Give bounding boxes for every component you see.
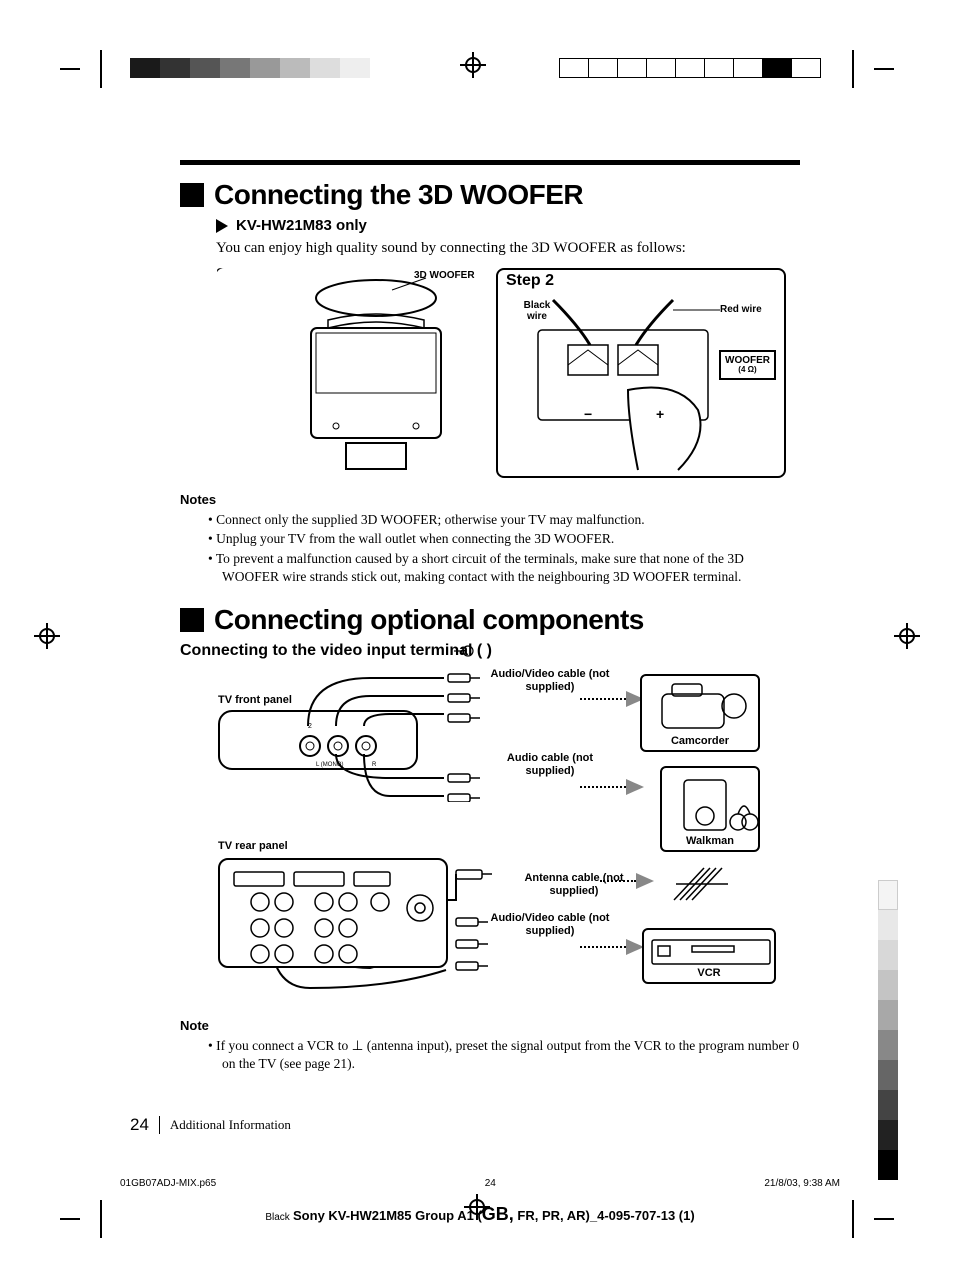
camcorder-label: Camcorder: [642, 735, 758, 747]
note-item: If you connect a VCR to ⊥ (antenna input…: [194, 1037, 800, 1073]
page-footer: 24 Additional Information: [130, 1115, 810, 1135]
heading-text: Connecting optional components: [214, 604, 644, 636]
steps-row: Step 1 3D WOOFER Step 2: [216, 268, 800, 478]
input-terminal-icon: [454, 644, 474, 658]
subheading-video-input: Connecting to the video input terminal (…: [180, 642, 800, 660]
heading-text: Connecting the 3D WOOFER: [214, 179, 583, 211]
note-item: Connect only the supplied 3D WOOFER; oth…: [194, 511, 800, 529]
intro-text: You can enjoy high quality sound by conn…: [216, 238, 800, 258]
meta-row: 01GB07ADJ-MIX.p65 24 21/8/03, 9:38 AM: [120, 1178, 840, 1189]
walkman-label: Walkman: [662, 835, 758, 847]
step-2-red-wire: Red wire: [720, 304, 762, 315]
antenna-cable-label: Antenna cable (not supplied): [514, 872, 634, 897]
note-item: Unplug your TV from the wall outlet when…: [194, 530, 800, 548]
meta-file: 01GB07ADJ-MIX.p65: [120, 1178, 216, 1189]
meta-page: 24: [485, 1178, 496, 1189]
crop-marks-bottom: [0, 1200, 954, 1240]
gray-swatches-top: [130, 58, 370, 78]
antenna-icon: [670, 864, 740, 904]
page-content: Connecting the 3D WOOFER KV-HW21M83 only…: [180, 160, 800, 1092]
notes-list: Connect only the supplied 3D WOOFER; oth…: [180, 511, 800, 586]
step-1-diagram: 3D WOOFER: [216, 268, 486, 478]
note2-heading: Note: [180, 1018, 800, 1033]
camcorder-box: Camcorder: [640, 674, 760, 752]
step-2-label: Step 2: [504, 272, 556, 290]
heading-3d-woofer: Connecting the 3D WOOFER: [180, 179, 800, 211]
registration-mark-top: [462, 54, 484, 76]
tv-rear-label: TV rear panel: [218, 840, 288, 853]
connection-diagram: TV front panel 2 L (MONO) R Audio/Video …: [180, 668, 790, 1008]
step-1-callout: 3D WOOFER: [414, 270, 475, 281]
heading-optional-components: Connecting optional components: [180, 604, 800, 636]
step-2-minus: −: [584, 406, 592, 422]
gray-swatches-right: [878, 880, 898, 1180]
registration-mark-left: [36, 625, 58, 647]
registration-mark-right: [896, 625, 918, 647]
note2-list: If you connect a VCR to ⊥ (antenna input…: [180, 1037, 800, 1073]
step-2-black-wire: Black wire: [514, 300, 560, 322]
model-text: KV-HW21M83 only: [236, 217, 367, 234]
crop-marks-top: [0, 50, 954, 90]
square-bullet-icon: [180, 608, 204, 632]
step-2-plus: +: [656, 406, 664, 422]
triangle-right-icon: [216, 219, 228, 233]
footer-separator: [159, 1116, 160, 1134]
top-rule: [180, 160, 800, 165]
vcr-box: VCR: [642, 928, 776, 984]
av-cable2-label: Audio/Video cable (not supplied): [490, 912, 610, 937]
tv-rear-box: [218, 858, 448, 968]
vcr-label: VCR: [644, 967, 774, 979]
woofer-tag-sub: (4 Ω): [725, 366, 770, 375]
notes-heading: Notes: [180, 492, 800, 507]
av-cable-label: Audio/Video cable (not supplied): [490, 668, 610, 693]
meta-date: 21/8/03, 9:38 AM: [764, 1178, 840, 1189]
step-2-box: Step 2 Black wire Red wire WOOFER: [496, 268, 786, 478]
page-number: 24: [130, 1115, 149, 1135]
walkman-box: Walkman: [660, 766, 760, 852]
plugs-rear-icon: [454, 868, 494, 978]
model-subheading: KV-HW21M83 only: [216, 217, 800, 234]
footer-section: Additional Information: [170, 1117, 291, 1133]
audio-cable-label: Audio cable (not supplied): [490, 752, 610, 777]
note-item: To prevent a malfunction caused by a sho…: [194, 550, 800, 586]
white-swatches-top: [560, 58, 821, 78]
step-1-box: Step 1 3D WOOFER: [216, 268, 486, 478]
subheading-text: Connecting to the video input terminal (…: [180, 642, 492, 660]
step-2-woofer-tag: WOOFER (4 Ω): [719, 350, 776, 380]
step-2-diagram: Black wire Red wire WOOFER (4 Ω) − +: [496, 268, 786, 478]
square-bullet-icon: [180, 183, 204, 207]
